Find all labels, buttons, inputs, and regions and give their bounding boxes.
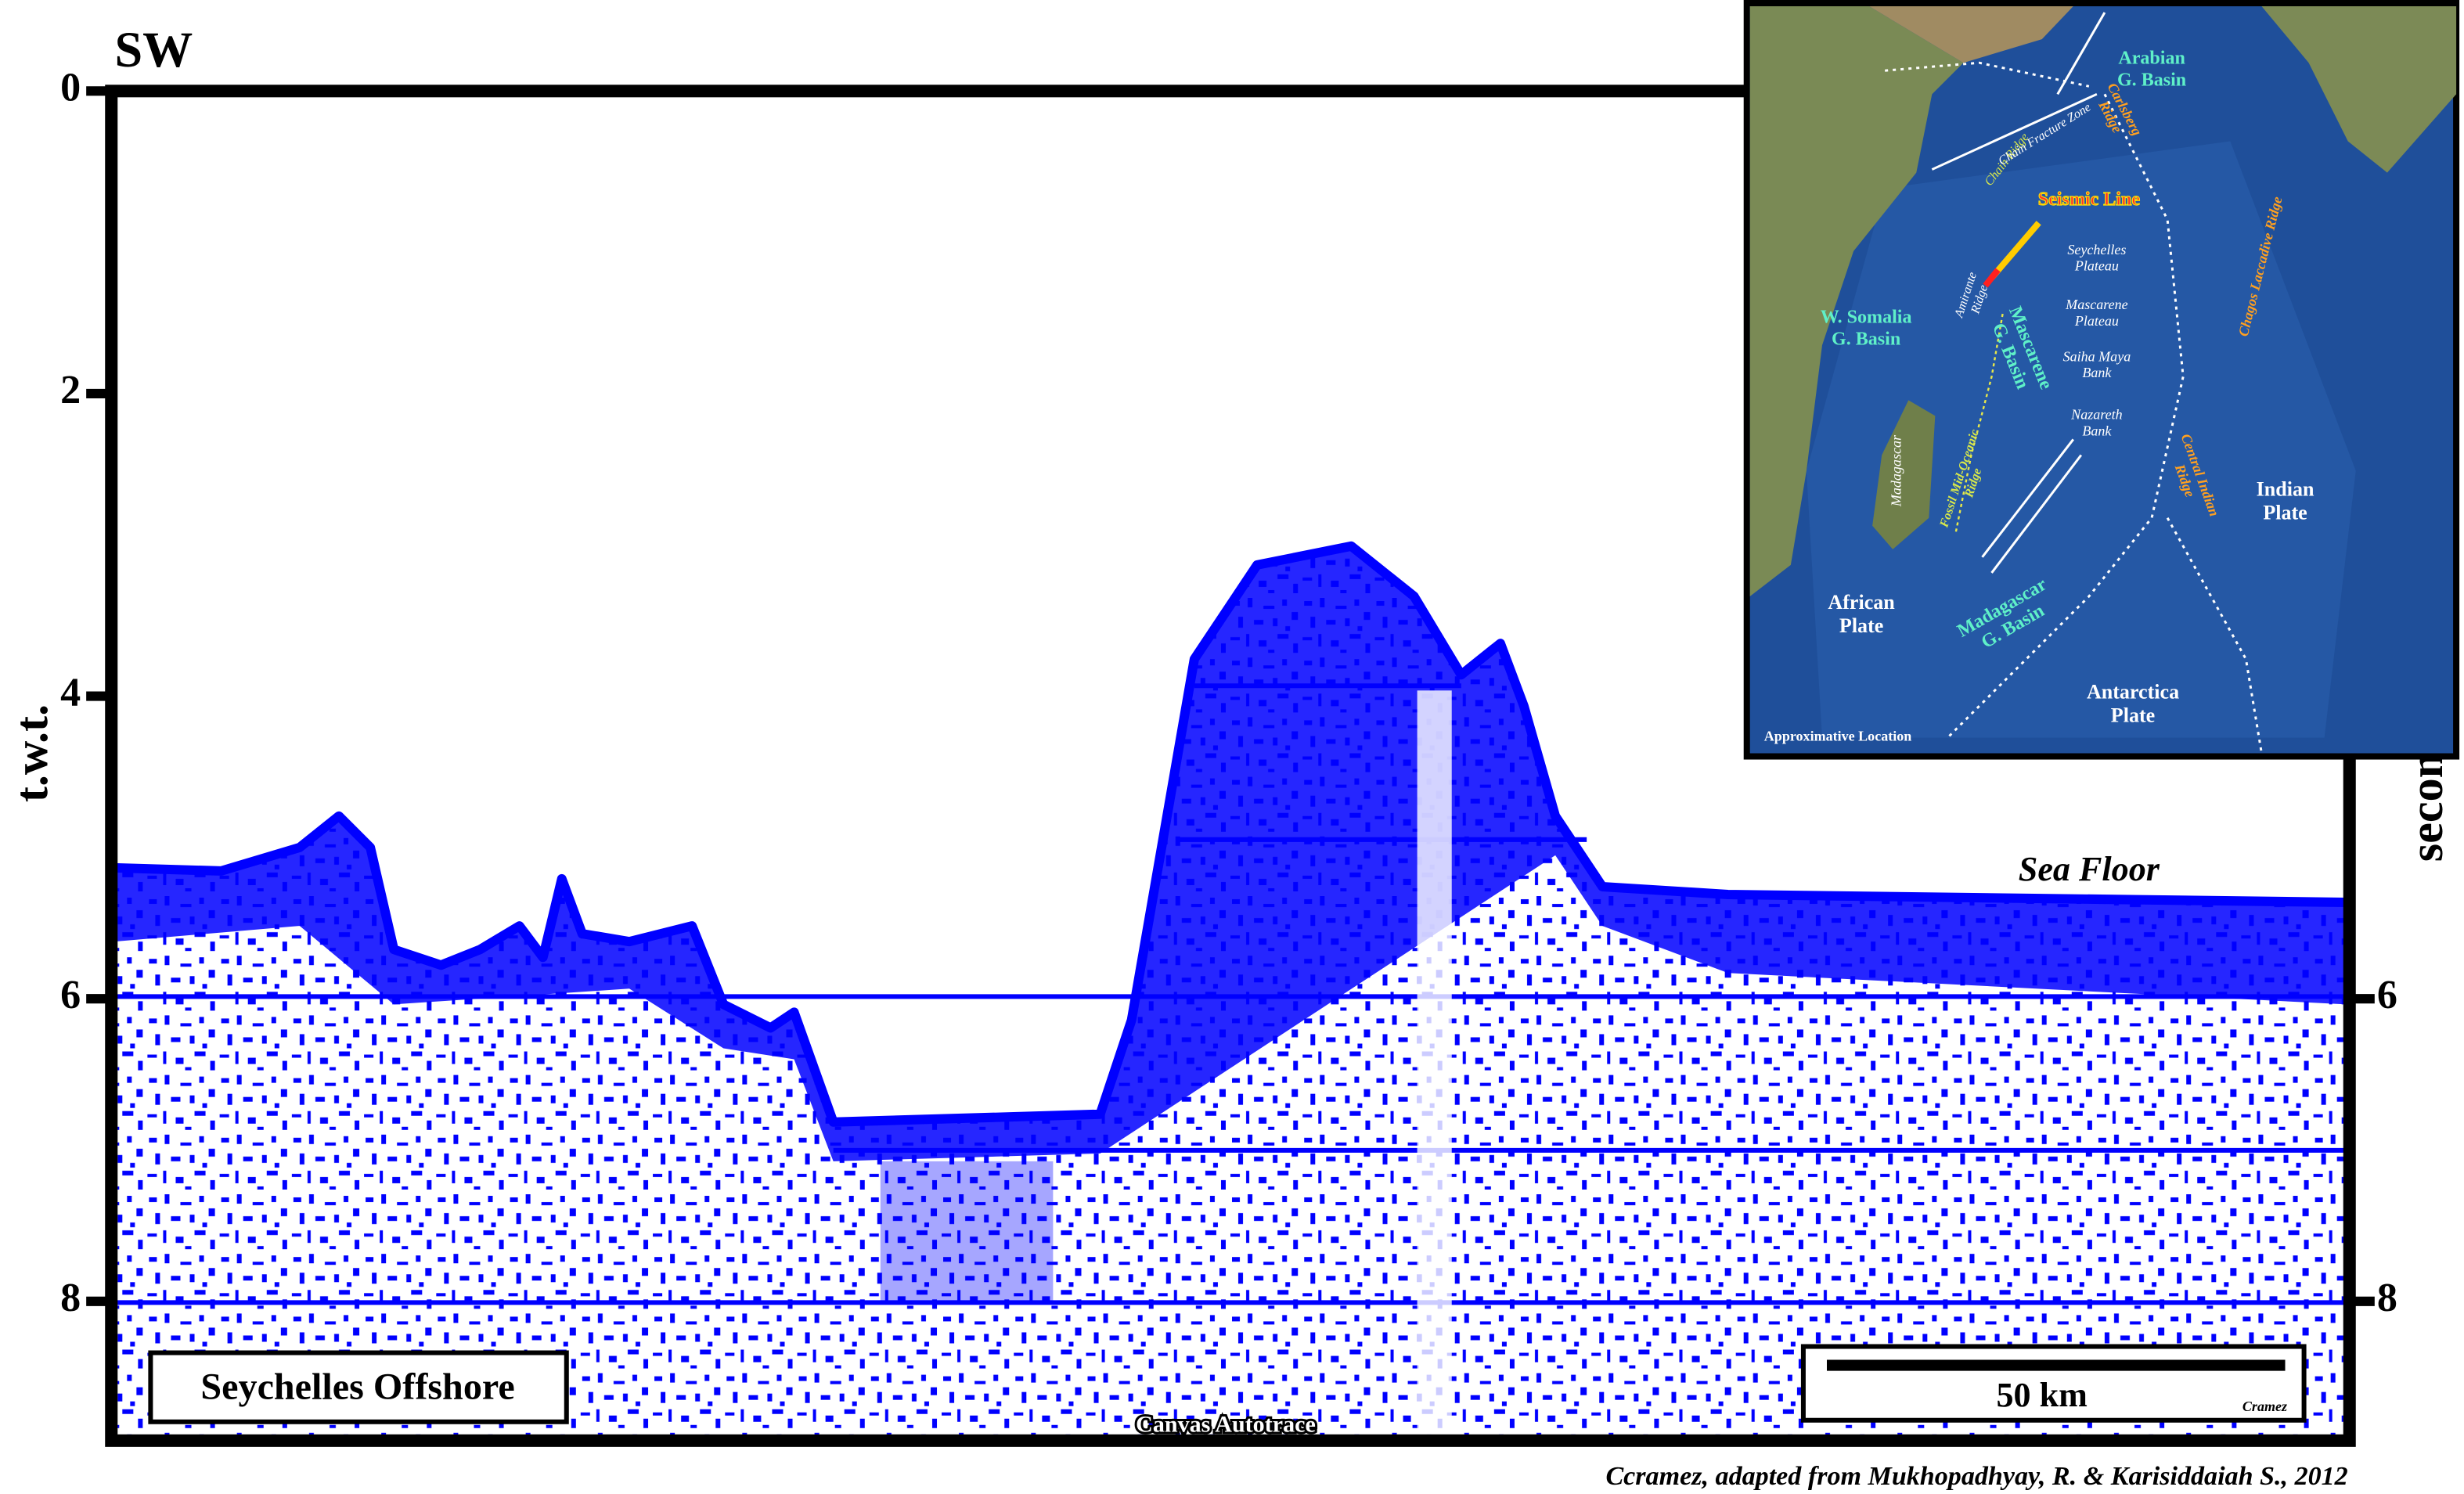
map-label-line: Plateau (2074, 313, 2119, 329)
map-label-line: Approximative Location (1764, 729, 1912, 744)
map-label-line: Nazareth (2070, 407, 2122, 423)
madagascar (1872, 400, 1936, 549)
map-label-line: Bank (2082, 365, 2112, 380)
map-label-line: Antarctica (2087, 680, 2179, 703)
map-label: Approximative Location (1764, 729, 1912, 744)
sea-floor-reflector (114, 541, 2347, 1127)
location-box (148, 1350, 569, 1424)
y-tick-label: 6 (2377, 973, 2397, 1017)
ridge-line (1947, 93, 2185, 739)
location-label: Seychelles Offshore (200, 1366, 514, 1408)
scale-bar-label: 50 km (1996, 1376, 2087, 1414)
ocean-deep (1806, 141, 2356, 738)
y-tick-label: 8 (2377, 1276, 2397, 1320)
y-tick-label: 6 (60, 973, 81, 1017)
axis-ticks: 0 2 4 6 8 6 8 (60, 65, 2397, 1320)
seismic-line-start (1983, 268, 2001, 288)
credit: Ccramez, adapted from Mukhopadhyay, R. &… (1605, 1462, 2347, 1491)
map-label-line: W. Somalia (1821, 308, 1912, 328)
plate-boundary (1885, 61, 2090, 88)
y-axis-label: t.w.t. (5, 704, 58, 802)
seismic-line (1989, 221, 2041, 280)
map-label-line: Bank (2082, 423, 2112, 438)
map-label: Madagascar (1888, 434, 1904, 507)
signature: Cramez (2242, 1399, 2287, 1414)
map-label-line: Plate (2111, 704, 2155, 726)
y-tick-label: 2 (60, 368, 81, 412)
map-label-line: Mascarene (2065, 297, 2127, 312)
map-label-line: Seychelles (2067, 242, 2126, 257)
map-label-line: Arabian (2118, 49, 2185, 69)
y-tick-label: 0 (60, 65, 81, 110)
inset-map (1743, 0, 2460, 760)
fossil-ridge (1954, 313, 2004, 535)
map-label: Seismic Line (2037, 189, 2141, 211)
autotrace-label: Canvas Autotrace (1136, 1411, 1316, 1438)
map-label-line: Seismic Line (2038, 189, 2141, 210)
sea-floor-label: Sea Floor (2019, 850, 2160, 888)
map-label-line: Saiha Maya (2063, 348, 2131, 364)
direction-label: SW (114, 22, 193, 77)
map-label-line: Plate (1839, 614, 1883, 637)
sea-floor-band (114, 545, 2347, 1161)
y-tick-label: 8 (60, 1276, 81, 1320)
map-label-line: Plate (2263, 502, 2307, 524)
basin-fill (880, 1161, 1054, 1303)
fracture-zone (1931, 12, 2106, 574)
scale-bar-box (1800, 1344, 2307, 1423)
section-frame (105, 85, 2356, 1447)
map-label-line: G. Basin (1832, 329, 1901, 349)
africa (1749, 6, 1964, 596)
map-label-line: African (1828, 591, 1895, 614)
seismic-section (114, 541, 2347, 1438)
map-label-line: Indian (2257, 478, 2315, 501)
arabia (1869, 6, 2073, 63)
india (2261, 6, 2457, 173)
map-label-line: Plateau (2074, 258, 2119, 274)
data-gap (1417, 690, 1452, 1438)
y-tick-label: 4 (60, 671, 81, 715)
map-label-line: G. Basin (2117, 70, 2187, 90)
map-label-line: Madagascar (1888, 434, 1904, 507)
